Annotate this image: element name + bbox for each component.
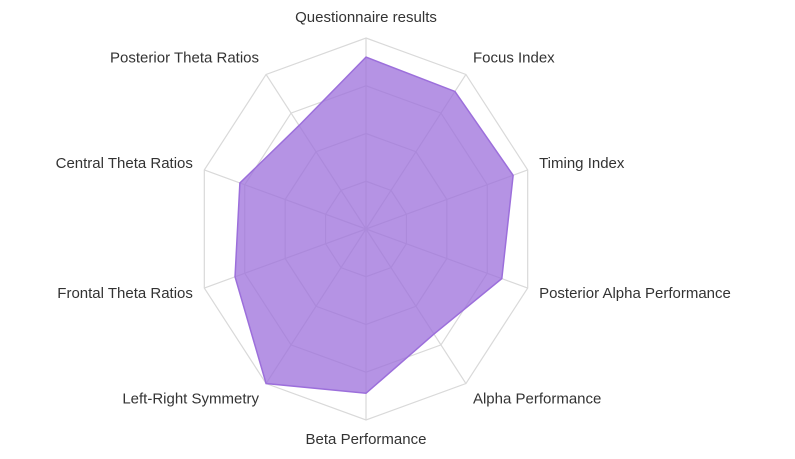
axis-label: Central Theta Ratios — [56, 155, 193, 172]
axis-label: Frontal Theta Ratios — [57, 285, 193, 302]
axis-label: Beta Performance — [306, 431, 427, 448]
axis-label: Posterior Theta Ratios — [110, 49, 259, 66]
axis-label: Questionnaire results — [295, 9, 437, 26]
axis-label: Left-Right Symmetry — [122, 391, 259, 408]
axis-label: Timing Index — [539, 155, 625, 172]
axis-label: Posterior Alpha Performance — [539, 285, 731, 302]
radar-area — [234, 56, 514, 395]
axis-label: Alpha Performance — [473, 391, 601, 408]
axis-label: Focus Index — [473, 49, 555, 66]
